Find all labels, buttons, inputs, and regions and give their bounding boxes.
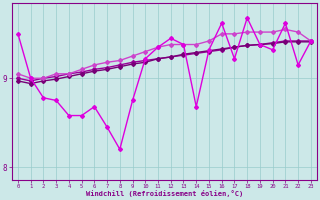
X-axis label: Windchill (Refroidissement éolien,°C): Windchill (Refroidissement éolien,°C) (86, 190, 243, 197)
